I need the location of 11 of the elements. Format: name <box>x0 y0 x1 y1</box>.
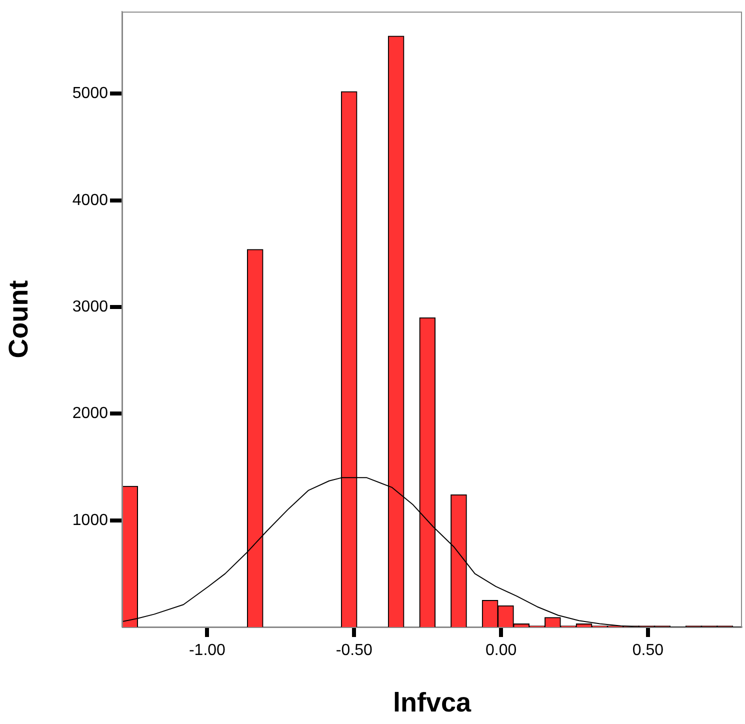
x-axis-title: lnfvca <box>392 687 472 718</box>
x-tick-label: 0.00 <box>485 642 517 660</box>
y-tick-label: 3000 <box>72 298 108 316</box>
x-tick-label: 0.50 <box>632 642 664 660</box>
y-tick-label: 4000 <box>72 192 108 209</box>
y-tick-label: 1000 <box>72 512 108 529</box>
y-tick-label: 5000 <box>72 85 108 102</box>
x-tick-label: -0.50 <box>336 642 372 660</box>
x-tick-label: -1.00 <box>188 642 226 660</box>
y-axis-title: Count <box>4 280 34 358</box>
y-tick-label: 2000 <box>72 405 108 422</box>
